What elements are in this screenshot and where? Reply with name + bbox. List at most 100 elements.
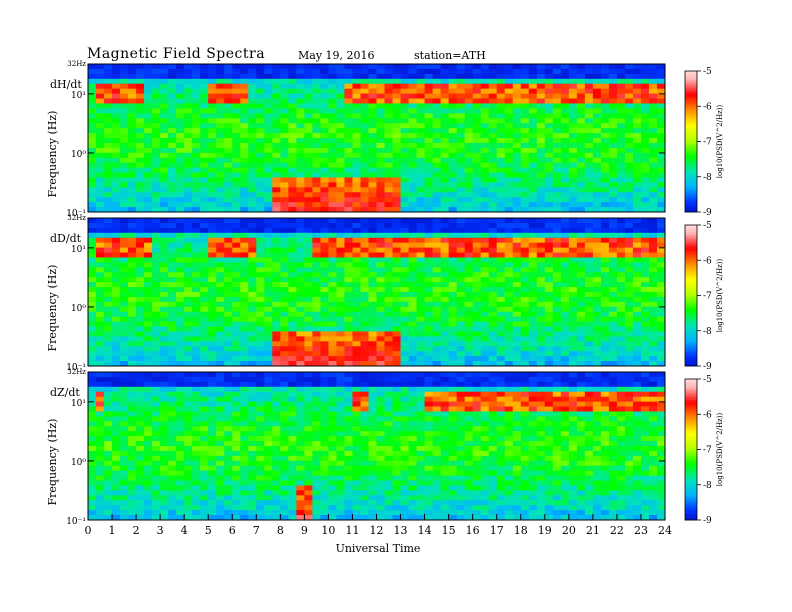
heatmap-cell — [152, 262, 161, 268]
heatmap-cell — [376, 73, 385, 80]
heatmap-cell — [432, 346, 442, 352]
heatmap-cell — [280, 177, 289, 183]
heatmap-cell — [232, 78, 241, 85]
heatmap-cell — [112, 123, 121, 129]
heatmap-cell — [216, 436, 225, 442]
heatmap-cell — [344, 152, 353, 159]
colorbar-tick-label: -8 — [703, 327, 712, 337]
heatmap-cell — [176, 252, 185, 258]
heatmap-cell — [392, 108, 401, 114]
heatmap-cell — [464, 93, 474, 99]
heatmap-cell — [256, 222, 265, 229]
heatmap-cell — [200, 455, 209, 462]
heatmap-cell — [264, 346, 273, 352]
heatmap-cell — [632, 252, 642, 258]
heatmap-cell — [144, 465, 153, 472]
heatmap-cell — [648, 78, 658, 85]
heatmap-cell — [400, 197, 409, 203]
heatmap-cell — [648, 147, 658, 154]
heatmap-cell — [144, 197, 153, 203]
heatmap-cell — [504, 138, 514, 144]
heatmap-cell — [88, 108, 97, 114]
heatmap-cell — [528, 133, 538, 139]
heatmap-cell — [424, 272, 433, 278]
heatmap-cell — [216, 108, 225, 114]
heatmap-cell — [112, 475, 121, 481]
heatmap-cell — [200, 495, 209, 501]
heatmap-cell — [104, 73, 113, 80]
heatmap-cell — [136, 450, 145, 457]
heatmap-cell — [208, 93, 217, 99]
heatmap-cell — [272, 197, 281, 203]
heatmap-cell — [144, 83, 153, 90]
heatmap-cell — [552, 133, 562, 139]
heatmap-cell — [488, 351, 498, 357]
heatmap-cell — [168, 93, 177, 99]
heatmap-cell — [264, 113, 273, 119]
heatmap-cell — [584, 232, 594, 239]
heatmap-cell — [584, 218, 594, 224]
heatmap-cell — [200, 272, 209, 278]
heatmap-cell — [160, 172, 169, 178]
heatmap-cell — [592, 123, 602, 129]
heatmap-cell — [656, 336, 666, 342]
heatmap-cell — [512, 128, 522, 134]
heatmap-cell — [416, 182, 425, 188]
heatmap-cell — [328, 147, 337, 154]
heatmap-cell — [152, 277, 161, 283]
heatmap-cell — [392, 351, 401, 357]
heatmap-cell — [88, 68, 97, 75]
heatmap-cell — [128, 460, 137, 467]
heatmap-cell — [128, 490, 137, 496]
heatmap-cell — [640, 157, 650, 164]
heatmap-cell — [432, 133, 442, 139]
heatmap-cell — [376, 93, 385, 99]
heatmap-cell — [96, 316, 105, 322]
heatmap-cell — [512, 192, 522, 198]
heatmap-cell — [536, 306, 546, 313]
heatmap-cell — [312, 252, 321, 258]
heatmap-cell — [264, 133, 273, 139]
heatmap-cell — [424, 222, 433, 229]
heatmap-cell — [216, 187, 225, 193]
heatmap-cell — [328, 197, 337, 203]
heatmap-cell — [584, 68, 594, 75]
colorbar-step — [685, 174, 697, 178]
heatmap-cell — [464, 257, 474, 263]
heatmap-cell — [368, 197, 377, 203]
heatmap-cell — [208, 470, 217, 476]
heatmap-cell — [112, 470, 121, 476]
heatmap-cell — [168, 336, 177, 342]
heatmap-cell — [296, 222, 305, 229]
heatmap-cell — [424, 346, 433, 352]
heatmap-cell — [192, 182, 201, 188]
heatmap-cell — [600, 292, 610, 298]
heatmap-cell — [336, 346, 345, 352]
heatmap-cell — [344, 316, 353, 322]
heatmap-cell — [400, 147, 409, 154]
heatmap-cell — [304, 257, 313, 263]
heatmap-cell — [192, 103, 201, 109]
heatmap-cell — [304, 142, 313, 149]
heatmap-cell — [88, 465, 97, 472]
heatmap-cell — [240, 138, 249, 144]
heatmap-cell — [208, 64, 217, 70]
heatmap-cell — [208, 232, 217, 239]
heatmap-cell — [416, 192, 425, 198]
heatmap-cell — [488, 341, 498, 347]
heatmap-cell — [440, 237, 450, 244]
heatmap-cell — [168, 182, 177, 188]
colorbar-step — [685, 190, 697, 194]
heatmap-cell — [344, 227, 353, 234]
heatmap-cell — [288, 316, 297, 322]
heatmap-cell — [360, 306, 369, 313]
heatmap-cell — [104, 167, 113, 173]
heatmap-cell — [136, 341, 145, 347]
heatmap-cell — [576, 64, 586, 70]
heatmap-cell — [496, 123, 506, 129]
heatmap-cell — [456, 197, 466, 203]
heatmap-cell — [576, 152, 586, 159]
colorbar-step — [685, 293, 697, 296]
heatmap-cell — [208, 306, 217, 313]
heatmap-cell — [104, 287, 113, 293]
